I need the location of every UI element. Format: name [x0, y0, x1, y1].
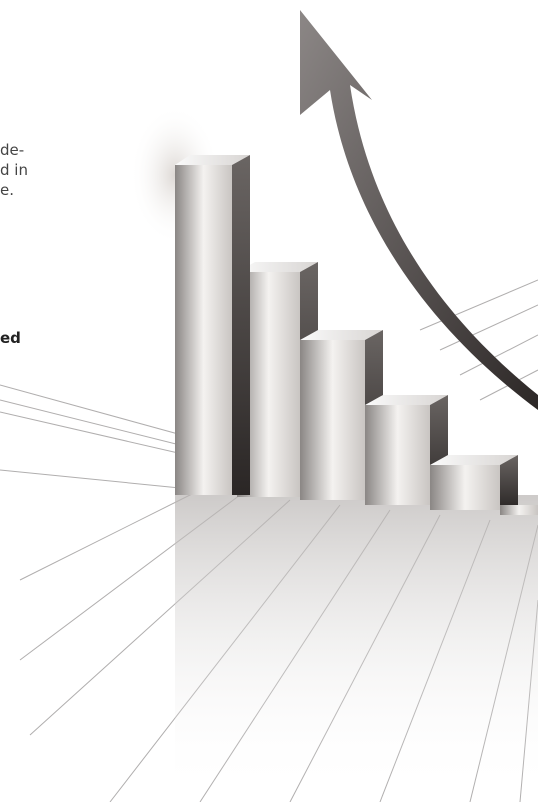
text-fragment: d in: [0, 161, 28, 179]
reflection: [175, 495, 538, 795]
arrow: [300, 10, 538, 410]
text-fragment: de-: [0, 141, 25, 159]
text-fragment: ed: [0, 329, 21, 347]
text-fragment: e.: [0, 181, 14, 199]
bars: [175, 155, 538, 515]
